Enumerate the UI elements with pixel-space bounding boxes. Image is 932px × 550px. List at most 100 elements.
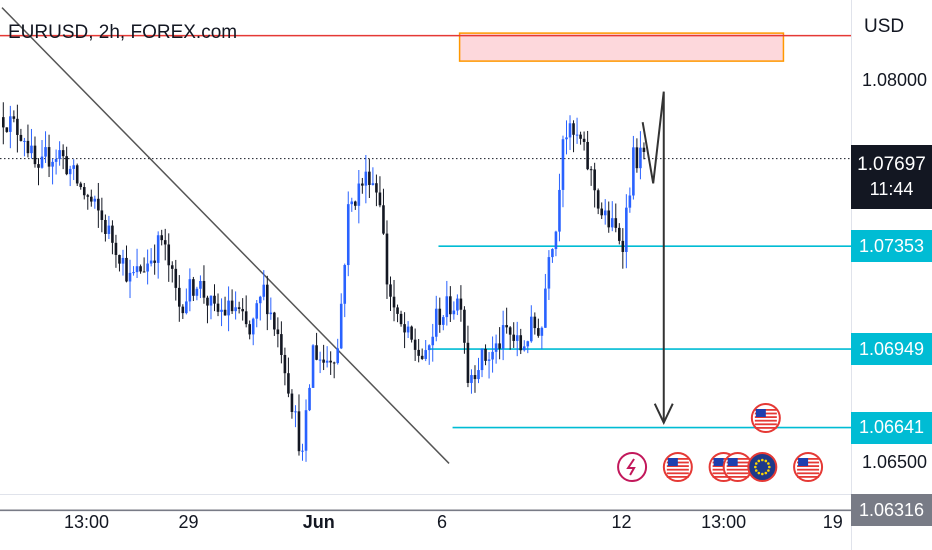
- candle: [610, 201, 614, 232]
- last-price-value: 1.07697: [857, 154, 926, 175]
- candle: [593, 162, 596, 208]
- candle: [149, 248, 153, 267]
- us-flag-event-icon[interactable]: [722, 452, 753, 482]
- candle: [146, 249, 149, 285]
- candle: [153, 244, 156, 275]
- x-axis-tick-label: 13:00: [63, 512, 109, 532]
- candle: [639, 131, 642, 180]
- supply-zone[interactable]: [458, 32, 785, 62]
- candle: [202, 265, 206, 304]
- candle: [325, 346, 329, 368]
- bar-countdown: 11:44: [869, 179, 914, 199]
- candle: [596, 188, 600, 215]
- candle: [463, 306, 466, 354]
- candle: [160, 229, 163, 246]
- candle: [579, 131, 582, 145]
- candle: [480, 348, 484, 378]
- candle: [297, 394, 301, 456]
- candle: [269, 297, 273, 320]
- candle: [139, 264, 142, 274]
- candle: [413, 328, 417, 361]
- candle: [37, 158, 40, 186]
- candle: [625, 194, 628, 269]
- candle: [2, 102, 5, 145]
- candle: [582, 131, 586, 151]
- candle: [255, 299, 259, 328]
- candle: [452, 301, 456, 320]
- trendline[interactable]: [1, 7, 450, 464]
- candle: [628, 187, 632, 213]
- candle: [216, 293, 220, 317]
- us-flag-event-icon[interactable]: [793, 452, 824, 482]
- candle: [142, 257, 146, 273]
- candle: [554, 230, 558, 257]
- projection-arrow[interactable]: [641, 91, 674, 426]
- currency-label[interactable]: USD: [864, 16, 905, 37]
- candle: [586, 130, 589, 171]
- candle: [47, 134, 51, 178]
- candle: [223, 296, 227, 316]
- candle: [442, 315, 445, 331]
- us-flag-event-icon[interactable]: [750, 403, 781, 433]
- candle: [385, 220, 389, 299]
- candle: [406, 321, 410, 339]
- candle: [192, 276, 195, 301]
- candle: [399, 310, 403, 327]
- candle: [561, 135, 565, 208]
- candle: [79, 181, 83, 190]
- candle: [329, 351, 332, 375]
- candle: [294, 405, 297, 428]
- candle: [431, 323, 435, 362]
- candle: [290, 389, 294, 419]
- x-axis-tick-label: 6: [436, 512, 448, 532]
- x-axis-tick-label: Jun: [302, 512, 335, 532]
- candle: [508, 326, 512, 350]
- candle: [392, 279, 396, 322]
- candle: [512, 322, 515, 348]
- candle: [438, 297, 442, 333]
- candle: [551, 248, 554, 263]
- candle: [607, 201, 611, 233]
- candle: [368, 158, 371, 199]
- candle: [114, 234, 118, 268]
- candle: [19, 128, 23, 142]
- lightning-event-icon[interactable]: [617, 452, 648, 482]
- candle: [350, 197, 354, 212]
- y-axis-tick-label: 1.08000: [862, 70, 928, 91]
- candle: [26, 124, 30, 158]
- us-flag-event-icon[interactable]: [662, 452, 693, 482]
- candle: [487, 352, 491, 379]
- candle: [575, 117, 579, 144]
- candle: [600, 202, 603, 219]
- eu-flag-event-icon[interactable]: [747, 452, 778, 482]
- candle: [248, 320, 251, 340]
- candle: [537, 318, 540, 338]
- candle: [237, 301, 241, 314]
- candle: [227, 286, 230, 332]
- candle: [364, 154, 368, 204]
- candle: [618, 223, 621, 245]
- symbol-title[interactable]: EURUSD, 2h, FOREX.com: [8, 22, 238, 43]
- candle: [473, 365, 477, 393]
- candle: [375, 174, 378, 207]
- candle: [346, 191, 350, 277]
- candle: [501, 310, 505, 361]
- candle: [251, 317, 255, 346]
- candle: [199, 275, 202, 299]
- x-axis-tick-label: 19: [822, 512, 843, 532]
- candle: [185, 288, 188, 315]
- candle: [420, 348, 424, 361]
- candle: [135, 248, 139, 279]
- candle: [621, 228, 625, 269]
- candle: [459, 285, 463, 322]
- level-price-tag: 1.06949: [851, 333, 932, 366]
- candle: [273, 311, 276, 336]
- x-axis-tick-label: 12: [611, 512, 632, 532]
- candle: [382, 188, 385, 235]
- candle: [526, 340, 530, 354]
- candle: [220, 298, 223, 327]
- candle: [396, 304, 399, 323]
- candle: [107, 215, 111, 240]
- candle: [23, 137, 26, 157]
